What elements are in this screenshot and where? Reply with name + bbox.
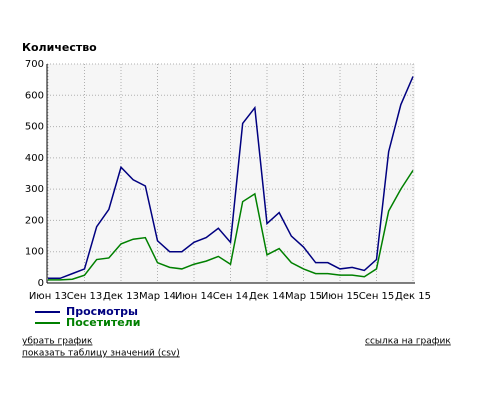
legend-label: Посетители xyxy=(66,316,140,329)
y-tick-label: 500 xyxy=(25,122,44,133)
y-tick-label: 600 xyxy=(25,90,44,101)
x-tick-label: Дек 15 xyxy=(395,291,431,302)
chart-title: Количество xyxy=(22,41,97,54)
x-tick-label: Июн 15 xyxy=(321,291,359,302)
x-tick-label: Июн 13 xyxy=(29,291,67,302)
series-line xyxy=(48,76,414,280)
x-tick-label: Мар 15 xyxy=(285,291,322,302)
y-tick-label: 400 xyxy=(25,153,44,164)
y-tick-label: 700 xyxy=(25,59,44,70)
x-tick-label: Сен 15 xyxy=(359,291,395,302)
y-tick-label: 300 xyxy=(25,184,44,195)
x-tick-label: Дек 13 xyxy=(103,291,139,302)
legend-label: Просмотры xyxy=(66,305,138,318)
x-tick-label: Сен 14 xyxy=(213,291,249,302)
x-tick-label: Июн 14 xyxy=(175,291,213,302)
x-tick-label: Дек 14 xyxy=(249,291,285,302)
y-tick-label: 200 xyxy=(25,215,44,226)
series-line xyxy=(48,169,414,281)
chart-link[interactable]: ссылка на график xyxy=(365,337,451,347)
x-tick-label: Сен 13 xyxy=(67,291,103,302)
y-tick-label: 100 xyxy=(25,247,44,258)
y-tick-label: 0 xyxy=(38,278,44,289)
remove-link[interactable]: убрать график xyxy=(22,337,93,347)
table-link[interactable]: показать таблицу значений (csv) xyxy=(22,349,180,359)
x-tick-label: Мар 14 xyxy=(139,291,176,302)
